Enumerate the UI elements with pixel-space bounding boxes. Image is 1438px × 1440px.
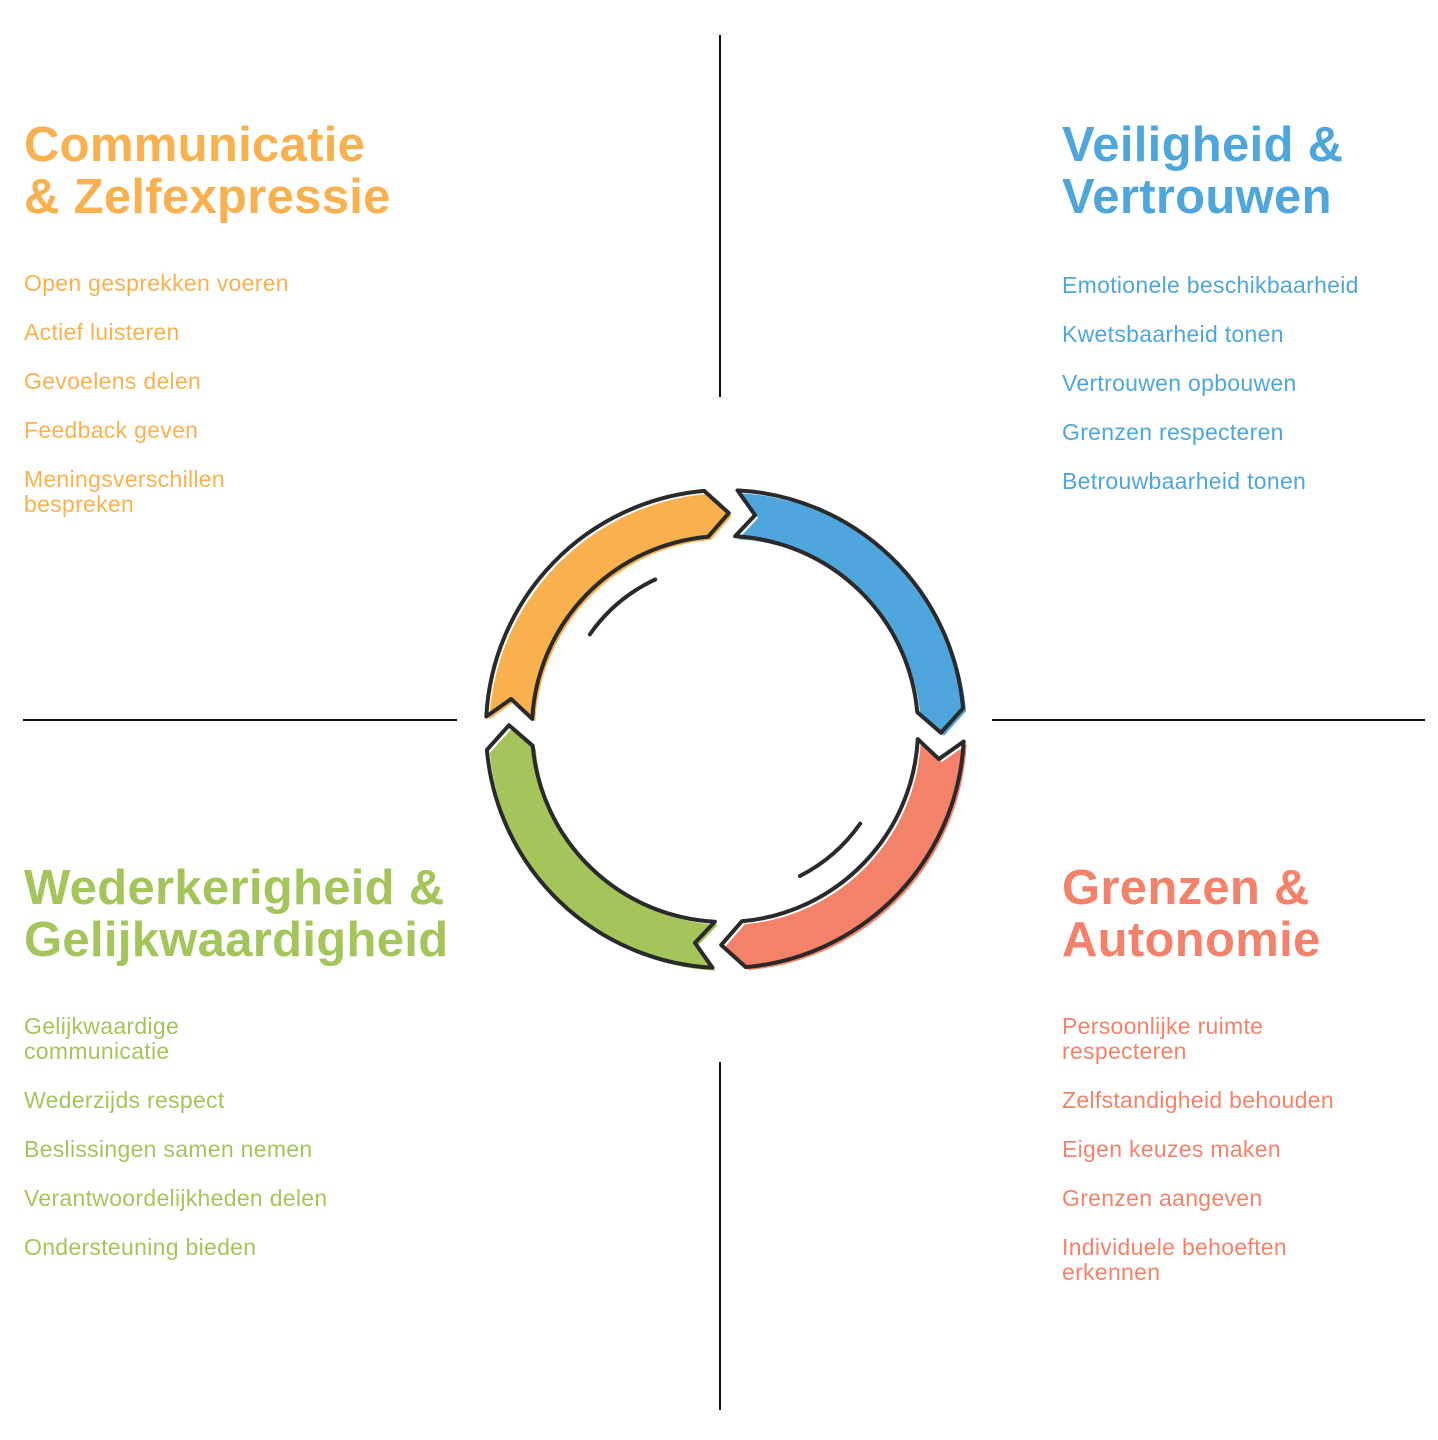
list-item: Vertrouwen opbouwen <box>1062 370 1297 396</box>
quadrant-communication: Communicatie & Zelfexpressie Open gesprek… <box>24 119 444 541</box>
list-item: Zelfstandigheid behouden <box>1062 1087 1334 1113</box>
list-item: Grenzen aangeven <box>1062 1185 1263 1211</box>
list-item: Ondersteuning bieden <box>24 1234 257 1260</box>
cycle-arrow-blue <box>733 488 966 735</box>
quadrant-safety: Veiligheid & Vertrouwen Emotionele beschi… <box>1062 119 1432 518</box>
list-item: Gevoelens delen <box>24 368 202 394</box>
title-line: Vertrouwen <box>1062 170 1332 224</box>
title-line: Communicatie <box>24 118 366 172</box>
quadrant-title: Wederkerigheid & Gelijkwaardigheid <box>24 862 544 966</box>
quadrant-title: Veiligheid & Vertrouwen <box>1062 119 1432 223</box>
list-item: Feedback geven <box>24 417 199 443</box>
title-line: & Zelfexpressie <box>24 170 391 224</box>
item-list: Emotionele beschikbaarheid Kwetsbaarheid… <box>1062 273 1432 494</box>
quadrant-reciprocity: Wederkerigheid & Gelijkwaardigheid Gelijk… <box>24 862 544 1284</box>
list-item: Individuele behoeften erkennen <box>1062 1234 1287 1285</box>
list-item: Betrouwbaarheid tonen <box>1062 468 1307 494</box>
divider-right <box>992 719 1425 721</box>
list-item: Wederzijds respect <box>24 1087 225 1113</box>
list-item: Persoonlijke ruimte respecteren <box>1062 1013 1264 1064</box>
list-item: Verantwoordelijkheden delen <box>24 1185 328 1211</box>
list-item: Actief luisteren <box>24 319 180 345</box>
title-line: Wederkerigheid & <box>24 861 445 915</box>
title-line: Grenzen & <box>1062 861 1310 915</box>
list-item: Emotionele beschikbaarheid <box>1062 272 1359 298</box>
cycle-arrow-green <box>484 723 717 970</box>
cycle-arrow-red <box>719 737 966 970</box>
list-item: Gelijkwaardige communicatie <box>24 1013 180 1064</box>
divider-top <box>719 35 721 397</box>
title-line: Gelijkwaardigheid <box>24 913 449 967</box>
item-list: Persoonlijke ruimte respecteren Zelfstan… <box>1062 1014 1432 1285</box>
list-item: Grenzen respecteren <box>1062 419 1284 445</box>
title-line: Autonomie <box>1062 913 1321 967</box>
list-item: Open gesprekken voeren <box>24 270 289 296</box>
cycle-segment-red-fill <box>724 742 967 971</box>
list-item: Eigen keuzes maken <box>1062 1136 1281 1162</box>
list-item: Kwetsbaarheid tonen <box>1062 321 1284 347</box>
quadrant-title: Grenzen & Autonomie <box>1062 862 1432 966</box>
divider-left <box>23 719 457 721</box>
quadrant-title: Communicatie & Zelfexpressie <box>24 119 444 223</box>
motion-stroke-0 <box>587 577 658 637</box>
motion-stroke-1 <box>797 821 863 879</box>
divider-bottom <box>719 1062 721 1410</box>
list-item: Meningsverschillen bespreken <box>24 466 225 517</box>
quadrant-boundaries: Grenzen & Autonomie Persoonlijke ruimte r… <box>1062 862 1432 1309</box>
cycle-segment-blue-fill <box>738 493 967 736</box>
list-item: Beslissingen samen nemen <box>24 1136 313 1162</box>
title-line: Veiligheid & <box>1062 118 1344 172</box>
item-list: Gelijkwaardige communicatie Wederzijds r… <box>24 1014 544 1260</box>
cycle-arrow-orange <box>484 488 731 721</box>
item-list: Open gesprekken voeren Actief luisteren … <box>24 271 444 517</box>
